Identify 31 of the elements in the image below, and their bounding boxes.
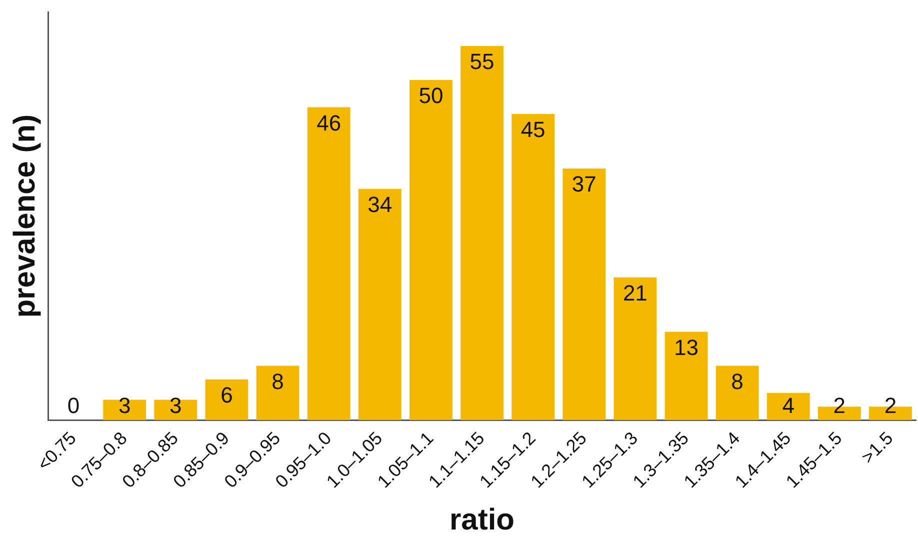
bar — [664, 332, 708, 420]
bar — [562, 168, 606, 420]
bar — [358, 188, 402, 420]
bar — [256, 366, 300, 420]
bar — [766, 392, 810, 420]
bar — [460, 46, 504, 420]
data-label: 8 — [272, 368, 284, 394]
data-label: 8 — [731, 368, 744, 394]
data-label: 37 — [572, 172, 596, 197]
data-label: 34 — [368, 192, 392, 217]
data-label: 46 — [316, 110, 342, 136]
data-label: 21 — [622, 280, 648, 306]
bar — [512, 114, 555, 420]
data-label: 50 — [418, 83, 444, 108]
x-axis-title: ratio — [449, 503, 515, 536]
data-label: 0 — [67, 393, 80, 418]
bar — [614, 277, 657, 420]
data-label: 55 — [470, 49, 494, 74]
bar — [307, 107, 350, 420]
bar — [409, 80, 452, 420]
bar — [103, 400, 146, 420]
data-label: 45 — [520, 117, 546, 142]
bar — [154, 400, 198, 420]
data-label: 4 — [782, 393, 794, 418]
data-label: 3 — [118, 393, 131, 418]
bar — [205, 379, 248, 420]
bar — [716, 366, 759, 420]
data-label: 3 — [170, 393, 182, 418]
data-label: 13 — [674, 334, 698, 360]
data-label: 6 — [220, 382, 233, 408]
y-axis-title: prevalence (n) — [8, 114, 42, 318]
